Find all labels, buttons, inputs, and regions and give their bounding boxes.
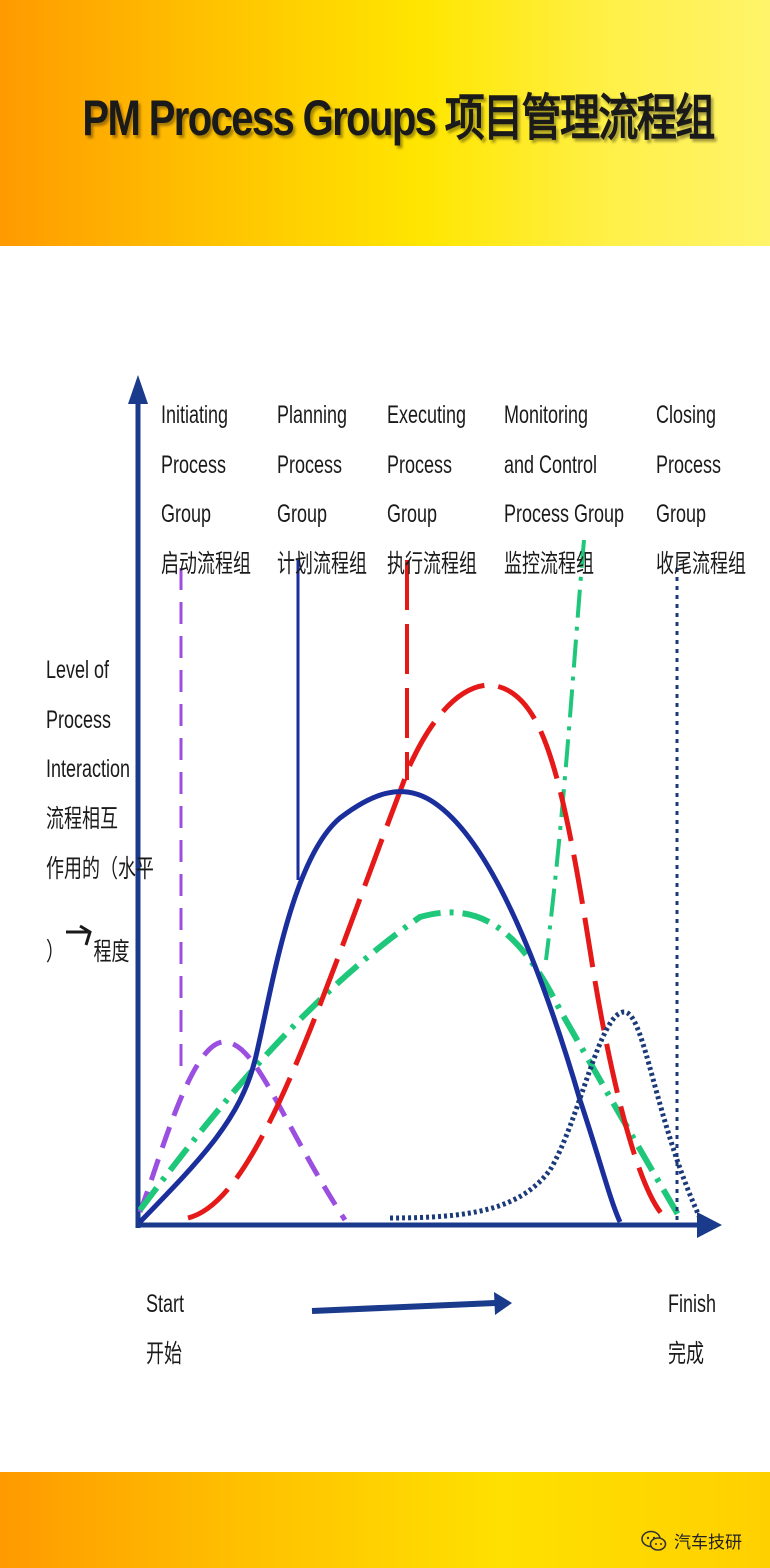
monitoring-marker-line xyxy=(544,539,586,961)
finish-label-line: 完成 xyxy=(668,1339,704,1368)
executing-curve xyxy=(187,682,670,1223)
y-axis-label: Level of Process Interaction 流程相互 作用的（水平… xyxy=(46,655,154,966)
executing-label-line: Process xyxy=(387,450,452,479)
monitoring-curve xyxy=(137,909,683,1220)
time-direction-arrow xyxy=(311,1300,496,1314)
planning-label-line: Process xyxy=(277,450,342,479)
closing-curve xyxy=(389,1009,703,1221)
initiating-label-line: Process xyxy=(161,450,226,479)
initiating-label-line: Group xyxy=(161,499,211,528)
planning-label-line: Planning xyxy=(277,400,347,429)
planning-label-line: Group xyxy=(277,499,327,528)
header-band xyxy=(0,0,770,246)
y-axis-label-line: 流程相互 xyxy=(46,804,118,833)
time-direction-arrowhead xyxy=(494,1292,512,1315)
closing-label-line: 收尾流程组 xyxy=(656,549,746,578)
watermark-text: 汽车技研 xyxy=(674,1533,742,1553)
start-label: Start 开始 xyxy=(146,1289,184,1368)
y-axis-label-line: Level of xyxy=(46,655,110,684)
y-axis-label-line: Process xyxy=(46,705,111,734)
initiating-label: Initiating Process Group 启动流程组 xyxy=(161,400,251,578)
initiating-label-line: Initiating xyxy=(161,400,228,429)
closing-label: Closing Process Group 收尾流程组 xyxy=(656,400,746,578)
planning-curve xyxy=(138,789,623,1224)
x-axis-arrowhead xyxy=(697,1212,722,1238)
planning-label: Planning Process Group 计划流程组 xyxy=(277,400,367,578)
monitoring-label-line: 监控流程组 xyxy=(504,549,594,578)
start-label-line: 开始 xyxy=(146,1339,182,1368)
planning-label-line: 计划流程组 xyxy=(277,549,367,578)
monitoring-label-line: and Control xyxy=(504,450,597,479)
monitoring-label-line: Process Group xyxy=(504,499,624,528)
y-axis-label-line: 作用的（水平 xyxy=(46,854,154,883)
initiating-label-line: 启动流程组 xyxy=(161,549,251,578)
monitoring-label-line: Monitoring xyxy=(504,400,588,429)
y-axis-label-line: ） xyxy=(46,937,64,966)
executing-label-line: Executing xyxy=(387,400,466,429)
finish-label: Finish 完成 xyxy=(668,1289,716,1368)
y-axis-label-line: 程度 xyxy=(94,937,130,966)
closing-label-line: Closing xyxy=(656,400,716,429)
executing-label-line: 执行流程组 xyxy=(387,549,477,578)
watermark: 汽车技研 xyxy=(640,1528,742,1553)
executing-label: Executing Process Group 执行流程组 xyxy=(387,400,477,578)
initiating-curve xyxy=(137,1039,348,1222)
y-axis-label-line: Interaction xyxy=(46,754,130,783)
closing-label-line: Group xyxy=(656,499,706,528)
closing-label-line: Process xyxy=(656,450,721,479)
monitoring-label: Monitoring and Control Process Group 监控流… xyxy=(504,400,624,578)
executing-label-line: Group xyxy=(387,499,437,528)
page-title: PM Process Groups 项目管理流程组 xyxy=(82,90,715,146)
wechat-icon xyxy=(641,1530,667,1551)
finish-label-line: Finish xyxy=(668,1289,716,1318)
start-label-line: Start xyxy=(146,1289,184,1318)
footer-band xyxy=(0,1472,770,1568)
y-label-arrow-head xyxy=(79,924,92,946)
y-axis-arrowhead xyxy=(128,375,148,404)
